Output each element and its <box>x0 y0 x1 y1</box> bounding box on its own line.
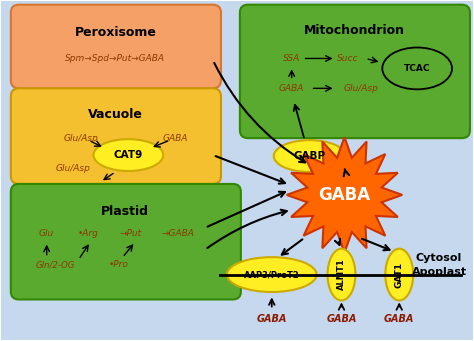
Text: Vacuole: Vacuole <box>88 108 143 121</box>
Text: TCAC: TCAC <box>404 64 430 73</box>
Text: Apoplast: Apoplast <box>411 267 466 277</box>
Text: Spm→Spd→Put→GABA: Spm→Spd→Put→GABA <box>65 54 165 63</box>
Ellipse shape <box>227 257 317 292</box>
FancyBboxPatch shape <box>11 184 241 299</box>
Text: Cytosol: Cytosol <box>416 253 462 263</box>
Text: →GABA: →GABA <box>162 229 195 238</box>
Ellipse shape <box>93 139 163 171</box>
Ellipse shape <box>383 47 452 89</box>
Text: GABA: GABA <box>326 314 356 324</box>
Text: GABA: GABA <box>319 186 371 204</box>
Text: Succ: Succ <box>337 54 358 63</box>
Text: CAT9: CAT9 <box>114 150 143 160</box>
Text: AAP3/ProT2: AAP3/ProT2 <box>244 270 300 279</box>
Text: GABP: GABP <box>293 151 326 161</box>
FancyBboxPatch shape <box>11 88 221 184</box>
Text: Glu/Asp: Glu/Asp <box>55 164 90 173</box>
Text: Plastid: Plastid <box>101 205 149 218</box>
Text: GABA: GABA <box>163 134 188 143</box>
Text: Gln/2-OG: Gln/2-OG <box>36 260 75 269</box>
Text: Glu/Asp: Glu/Asp <box>63 134 98 143</box>
Ellipse shape <box>274 140 346 172</box>
Text: SSA: SSA <box>283 54 301 63</box>
FancyBboxPatch shape <box>240 5 470 138</box>
Text: GABA: GABA <box>256 314 287 324</box>
Text: GAT1: GAT1 <box>395 262 404 288</box>
Ellipse shape <box>385 249 413 300</box>
Text: →Put: →Put <box>119 229 141 238</box>
Text: GABA: GABA <box>279 84 304 93</box>
Ellipse shape <box>328 249 356 300</box>
Text: •Arg: •Arg <box>78 229 99 238</box>
Text: •Pro: •Pro <box>109 260 128 269</box>
Text: ALMT1: ALMT1 <box>337 259 346 291</box>
Text: Peroxisome: Peroxisome <box>74 26 156 39</box>
Text: Mitochondrion: Mitochondrion <box>304 24 405 37</box>
Text: GABA: GABA <box>384 314 414 324</box>
Polygon shape <box>287 137 402 253</box>
Text: Glu: Glu <box>39 229 55 238</box>
FancyBboxPatch shape <box>11 5 221 88</box>
Text: Glu/Asp: Glu/Asp <box>344 84 379 93</box>
